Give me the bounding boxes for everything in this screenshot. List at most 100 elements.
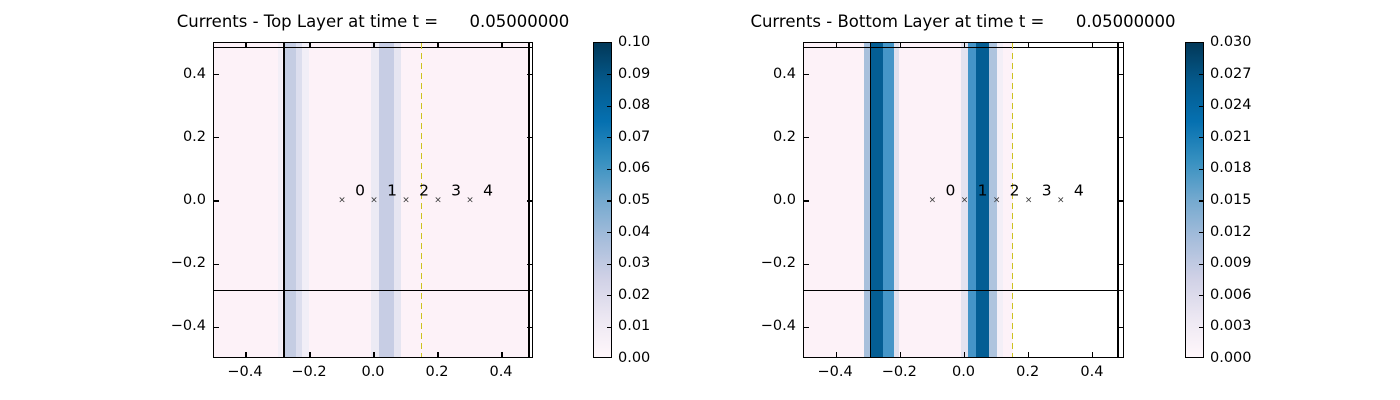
colorbar-tick-label: 0.015 <box>1210 192 1252 208</box>
plot-title-bottom-layer: Currents - Bottom Layer at time t = 0.05… <box>750 12 1176 31</box>
x-tick-label: 0.0 <box>361 364 385 380</box>
boundary-hline <box>804 289 1123 292</box>
colorbar-tick-label: 0.000 <box>1210 350 1252 366</box>
y-tick-label: 0.2 <box>772 128 796 145</box>
gauge-marker: × <box>1024 195 1033 206</box>
gauge-marker: × <box>338 195 346 206</box>
colorbar-bottom-layer <box>1185 42 1204 358</box>
gauge-label: 4 <box>1073 181 1084 200</box>
current-band <box>988 43 997 357</box>
colorbar-tick <box>607 326 611 328</box>
boundary-hline <box>804 46 1123 49</box>
colorbar-tick <box>1199 74 1203 76</box>
colorbar-tick <box>1199 137 1203 139</box>
gauge-marker: × <box>466 195 474 206</box>
x-tick <box>373 43 375 48</box>
current-band <box>864 43 870 357</box>
colorbar-tick <box>1199 168 1203 170</box>
y-tick <box>214 200 219 202</box>
colorbar-tick <box>1199 295 1203 297</box>
gauge-label: 1 <box>387 181 397 200</box>
gauge-marker: × <box>434 195 442 206</box>
plot-title-top-layer: Currents - Top Layer at time t = 0.05000… <box>176 12 570 31</box>
colorbar-tick-label: 0.08 <box>618 97 651 114</box>
current-band <box>968 43 977 357</box>
y-tick-label: −0.4 <box>760 318 796 335</box>
x-tick-label: 0.2 <box>425 364 449 380</box>
y-tick-label: 0.4 <box>182 65 206 82</box>
boundary-vline <box>1117 43 1119 357</box>
colorbar-tick-label: 0.003 <box>1210 318 1252 335</box>
colorbar-tick-label: 0.10 <box>618 34 651 50</box>
x-tick <box>309 43 311 48</box>
gauge-label: 0 <box>355 181 365 200</box>
current-band <box>996 43 1003 357</box>
colorbar-tick-label: 0.07 <box>618 128 651 145</box>
boundary-hline <box>214 46 532 49</box>
y-tick <box>1118 326 1123 328</box>
x-tick <box>963 352 966 357</box>
current-band <box>370 43 380 357</box>
y-tick <box>804 200 809 202</box>
boundary-vline <box>283 43 285 357</box>
boundary-vline <box>528 43 530 357</box>
colorbar-tick <box>607 105 611 107</box>
gauge-label: 2 <box>1009 181 1020 200</box>
plot-area-bottom-layer: × 0 × 1 × 2 × 3 × 4 <box>803 42 1124 358</box>
current-band <box>870 43 883 357</box>
gauge-marker: × <box>992 195 1001 206</box>
colorbar-tick-label: 0.02 <box>618 286 651 303</box>
colorbar-top-layer <box>593 42 612 358</box>
colorbar-tick-label: 0.09 <box>618 65 651 82</box>
colorbar-tick-label: 0.024 <box>1210 97 1252 114</box>
colorbar-tick <box>607 232 611 234</box>
colorbar-tick <box>607 295 611 297</box>
colorbar-tick-label: 0.009 <box>1210 255 1252 272</box>
y-tick-label: 0.0 <box>182 192 206 208</box>
colorbar-tick-label: 0.01 <box>618 318 651 335</box>
x-tick <box>835 352 837 357</box>
y-tick <box>1118 263 1123 265</box>
colorbar-tick <box>1199 200 1203 202</box>
boundary-hline <box>214 289 532 292</box>
gauge-label: 0 <box>945 181 956 200</box>
y-tick <box>804 137 809 139</box>
y-tick <box>527 200 532 202</box>
gauge-marker: × <box>402 195 410 206</box>
x-tick <box>1028 43 1030 48</box>
x-tick-label: 0.4 <box>489 364 513 380</box>
current-band <box>302 43 310 357</box>
gauge-label: 1 <box>977 181 988 200</box>
gauge-label: 2 <box>419 181 429 200</box>
x-tick-label: 0.4 <box>1080 364 1104 380</box>
y-tick <box>804 263 809 265</box>
y-tick <box>1118 74 1123 76</box>
colorbar-tick <box>1199 232 1203 234</box>
colorbar-tick-label: 0.012 <box>1210 223 1252 240</box>
x-tick-label: −0.2 <box>881 364 917 380</box>
x-tick-label: 0.2 <box>1016 364 1040 380</box>
x-tick <box>1028 352 1030 357</box>
y-tick-label: 0.0 <box>772 192 796 208</box>
current-band <box>295 43 302 357</box>
gauge-label: 4 <box>483 181 493 200</box>
dashed-reference-line <box>1011 43 1014 357</box>
y-tick <box>527 263 532 265</box>
colorbar-tick <box>1199 105 1203 107</box>
y-tick <box>214 137 219 139</box>
colorbar-tick-label: 0.03 <box>618 255 651 272</box>
colorbar-tick-label: 0.021 <box>1210 128 1252 145</box>
colorbar-tick-label: 0.05 <box>618 192 651 208</box>
current-band <box>882 43 894 357</box>
y-tick <box>527 74 532 76</box>
gauge-label: 3 <box>451 181 461 200</box>
x-tick <box>309 352 311 357</box>
y-tick <box>214 263 219 265</box>
x-tick-label: −0.4 <box>817 364 853 380</box>
gauge-marker: × <box>1057 195 1065 206</box>
y-tick <box>214 74 219 76</box>
gauge-marker: × <box>960 195 969 206</box>
y-tick <box>527 137 532 139</box>
x-tick <box>373 352 375 357</box>
